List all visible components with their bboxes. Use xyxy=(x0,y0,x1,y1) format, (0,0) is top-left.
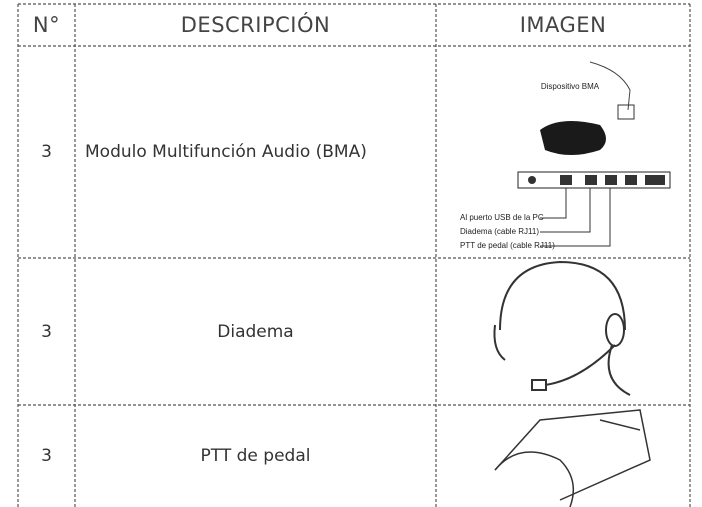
row-description: Modulo Multifunción Audio (BMA) xyxy=(85,142,367,162)
row-number: 3 xyxy=(41,142,52,162)
image-label: Al puerto USB de la PC xyxy=(460,213,544,222)
bma-drawing xyxy=(517,61,671,247)
header-cell: DESCRIPCIÓN xyxy=(180,13,331,37)
row-description: PTT de pedal xyxy=(200,446,311,466)
image-label: PTT de pedal (cable RJ11) xyxy=(460,241,555,250)
header-cell: N° xyxy=(32,13,61,37)
row-description: Diadema xyxy=(217,321,294,342)
headset-drawing xyxy=(493,260,631,396)
row-number: 3 xyxy=(41,321,52,342)
image-label: Dispositivo BMA xyxy=(540,82,600,91)
pedal-drawing xyxy=(494,409,651,507)
row-number: 3 xyxy=(41,446,52,466)
image-label: Diadema (cable RJ11) xyxy=(460,227,539,236)
header-cell: IMAGEN xyxy=(519,13,607,37)
